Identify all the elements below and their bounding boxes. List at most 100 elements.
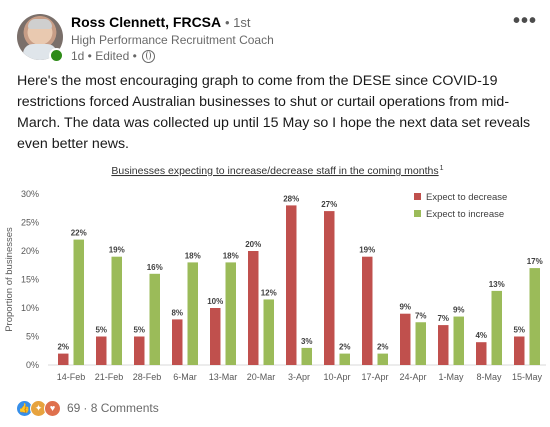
legend-label: Expect to decrease [426,192,507,203]
bar-increase [529,268,540,365]
data-label: 10% [207,297,223,306]
data-label: 2% [377,343,389,352]
data-label: 13% [489,280,505,289]
bar-decrease [514,336,525,365]
data-label: 8% [171,308,183,317]
data-label: 3% [301,337,313,346]
legend-swatch [414,210,421,217]
legend-swatch [414,193,421,200]
y-tick-label: 15% [21,275,39,285]
data-label: 5% [513,326,525,335]
data-label: 20% [245,240,261,249]
data-label: 27% [321,200,337,209]
data-label: 9% [399,303,411,312]
comments-count[interactable]: · 8 Comments [83,401,159,415]
post-meta: 1d • Edited • [71,49,155,63]
legend-label: Expect to increase [426,209,504,220]
reaction-count[interactable]: 69 [67,401,81,415]
author-headline: High Performance Recruitment Coach [71,33,274,47]
x-tick-label: 3-Apr [288,372,310,382]
avatar-shirt [23,44,57,60]
social-counts-bar[interactable]: 👍 ✦ ♥ 69 · 8 Comments [16,399,159,417]
bar-decrease [400,313,411,365]
data-label: 2% [57,343,69,352]
more-options-icon[interactable]: ••• [512,10,537,32]
x-tick-label: 13-Mar [209,372,238,382]
y-tick-label: 20% [21,246,39,256]
engagement-counts: 69 · 8 Comments [67,401,159,415]
data-label: 2% [339,343,351,352]
bar-increase [491,290,502,365]
x-tick-label: 17-Apr [361,372,388,382]
x-tick-label: 24-Apr [399,372,426,382]
bar-increase [225,262,236,365]
data-label: 19% [359,246,375,255]
author-avatar[interactable] [17,14,63,60]
bar-decrease [172,319,183,365]
chart-title-superscript: 1 [440,165,444,172]
bar-decrease [476,342,487,365]
x-tick-label: 6-Mar [173,372,197,382]
bar-increase [415,322,426,365]
bar-increase [263,299,274,365]
author-name[interactable]: Ross Clennett, FRCSA [71,14,222,30]
data-label: 19% [109,246,125,255]
data-label: 22% [71,229,87,238]
data-label: 9% [453,306,465,315]
data-label: 28% [283,194,299,203]
love-reaction-icon: ♥ [44,399,61,417]
data-label: 5% [95,326,107,335]
data-label: 16% [147,263,163,272]
bar-increase [453,316,464,365]
y-tick-label: 30% [21,189,39,199]
insightful-reaction-icon: ✦ [30,399,47,417]
globe-icon [141,49,155,63]
data-label: 7% [437,314,449,323]
bar-decrease [210,308,221,365]
bar-decrease [438,325,449,365]
x-tick-label: 8-May [476,372,502,382]
connection-degree: • 1st [225,15,251,30]
like-reaction-icon: 👍 [16,399,33,417]
bar-decrease [58,353,69,365]
data-label: 5% [133,326,145,335]
data-label: 4% [475,331,487,340]
x-tick-label: 20-Mar [247,372,276,382]
post-header: Ross Clennett, FRCSA • 1st High Performa… [17,10,537,70]
online-status-icon [49,48,64,63]
data-label: 7% [415,311,427,320]
bar-increase [111,256,122,365]
bar-decrease [134,336,145,365]
bar-increase [339,353,350,365]
bar-increase [187,262,198,365]
bar-decrease [248,251,259,365]
x-tick-label: 1-May [438,372,464,382]
bar-decrease [96,336,107,365]
data-label: 12% [261,288,277,297]
data-label: 18% [185,251,201,260]
author-line: Ross Clennett, FRCSA • 1st [71,14,251,30]
bar-decrease [286,205,297,365]
x-tick-label: 15-May [512,372,543,382]
bar-increase [301,347,312,365]
x-tick-label: 14-Feb [57,372,86,382]
bar-increase [149,273,160,365]
avatar-hair [28,19,52,29]
y-axis-label: Proportion of businesses [4,227,15,332]
bar-decrease [362,256,373,365]
post-body-text: Here's the most encouraging graph to com… [17,73,531,152]
bar-increase [73,239,84,365]
post-meta-text: 1d • Edited • [71,49,137,63]
y-tick-label: 10% [21,303,39,313]
x-tick-label: 10-Apr [323,372,350,382]
data-label: 17% [527,257,543,266]
data-label: 18% [223,251,239,260]
x-tick-label: 28-Feb [133,372,162,382]
y-tick-label: 0% [26,360,39,370]
staffing-bar-chart: Businesses expecting to increase/decreas… [4,165,546,382]
chart-title: Businesses expecting to increase/decreas… [111,165,438,177]
x-tick-label: 21-Feb [95,372,124,382]
bar-decrease [324,211,335,365]
y-tick-label: 25% [21,218,39,228]
y-tick-label: 5% [26,332,39,342]
